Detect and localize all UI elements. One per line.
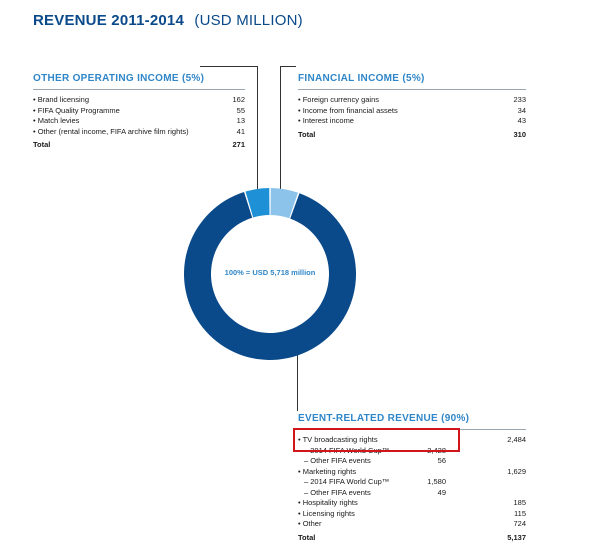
row-label: • TV broadcasting rights: [298, 435, 378, 444]
total-value: 271: [232, 140, 245, 149]
table-row: • Foreign currency gains 233: [298, 95, 526, 106]
row-value: 2,484: [507, 435, 526, 444]
financial-income-title: FINANCIAL INCOME (5%): [298, 73, 526, 90]
total-value: 5,137: [507, 532, 526, 542]
table-row: – Other FIFA events 49: [298, 488, 526, 499]
total-row: Total 5,137: [298, 533, 526, 544]
other-operating-income-title: OTHER OPERATING INCOME (5%): [33, 73, 245, 90]
total-value: 310: [513, 129, 526, 139]
connector-financial: [280, 66, 281, 191]
table-row: • Marketing rights 1,629: [298, 467, 526, 478]
row-value: 724: [513, 519, 526, 528]
row-label: • Income from financial assets: [298, 105, 398, 115]
slice-financial: [270, 188, 299, 219]
row-label: • Brand licensing: [33, 95, 89, 104]
row-label: • Foreign currency gains: [298, 95, 379, 104]
table-row: • FIFA Quality Programme 55: [33, 106, 245, 117]
row-value: 55: [236, 105, 245, 115]
row-subvalue: 56: [437, 456, 446, 465]
table-row: • Income from financial assets 34: [298, 106, 526, 117]
total-label: Total: [298, 532, 316, 542]
other-operating-income-panel: OTHER OPERATING INCOME (5%) • Brand lice…: [33, 73, 245, 151]
row-value: 185: [513, 498, 526, 507]
table-row: • Match levies 13: [33, 116, 245, 127]
connector-financial-top: [280, 66, 296, 67]
table-row: • Brand licensing 162: [33, 95, 245, 106]
row-label: • Other (rental income, FIFA archive fil…: [33, 126, 189, 136]
row-label: • Licensing rights: [298, 508, 355, 518]
row-value: 34: [517, 105, 526, 115]
row-label: • Marketing rights: [298, 466, 357, 476]
slice-event-related: [184, 192, 356, 360]
row-value: 13: [236, 116, 245, 125]
row-subvalue: 49: [437, 487, 446, 497]
page-title: REVENUE 2011-2014 (USD MILLION): [33, 12, 303, 29]
table-row: • TV broadcasting rights 2,484: [298, 435, 526, 446]
table-row: • Interest income 43: [298, 116, 526, 127]
row-label: • Hospitality rights: [298, 498, 358, 507]
title-unit: (USD MILLION): [194, 12, 303, 29]
row-value: 1,629: [507, 466, 526, 476]
row-value: 43: [517, 116, 526, 125]
row-value: 41: [236, 126, 245, 136]
table-row: • Other 724: [298, 519, 526, 530]
financial-income-panel: FINANCIAL INCOME (5%) • Foreign currency…: [298, 73, 526, 140]
slice-other-operating: [245, 188, 270, 218]
row-label: • FIFA Quality Programme: [33, 105, 120, 115]
row-label: – 2014 FIFA World Cup™: [304, 477, 390, 486]
row-value: 233: [513, 95, 526, 104]
donut-center-label: 100% = USD 5,718 million: [224, 268, 316, 277]
table-row: – 2014 FIFA World Cup™ 1,580: [298, 477, 526, 488]
row-label: • Interest income: [298, 116, 354, 125]
connector-other-top: [200, 66, 258, 67]
highlight-box: [293, 428, 460, 452]
table-row: – Other FIFA events 56: [298, 456, 526, 467]
table-row: • Other (rental income, FIFA archive fil…: [33, 127, 245, 138]
row-value: 115: [514, 508, 526, 518]
row-label: – Other FIFA events: [304, 487, 371, 497]
table-row: • Licensing rights 115: [298, 509, 526, 520]
total-label: Total: [33, 140, 51, 149]
row-subvalue: 1,580: [427, 477, 446, 486]
row-label: • Other: [298, 519, 322, 528]
row-label: • Match levies: [33, 116, 80, 125]
row-value: 162: [232, 95, 245, 104]
connector-event: [297, 345, 298, 411]
row-label: – Other FIFA events: [304, 456, 371, 465]
total-label: Total: [298, 129, 316, 139]
total-row: Total 271: [33, 140, 245, 151]
total-row: Total 310: [298, 130, 526, 141]
connector-other: [257, 66, 258, 191]
table-row: • Hospitality rights 185: [298, 498, 526, 509]
title-main: REVENUE 2011-2014: [33, 12, 184, 29]
